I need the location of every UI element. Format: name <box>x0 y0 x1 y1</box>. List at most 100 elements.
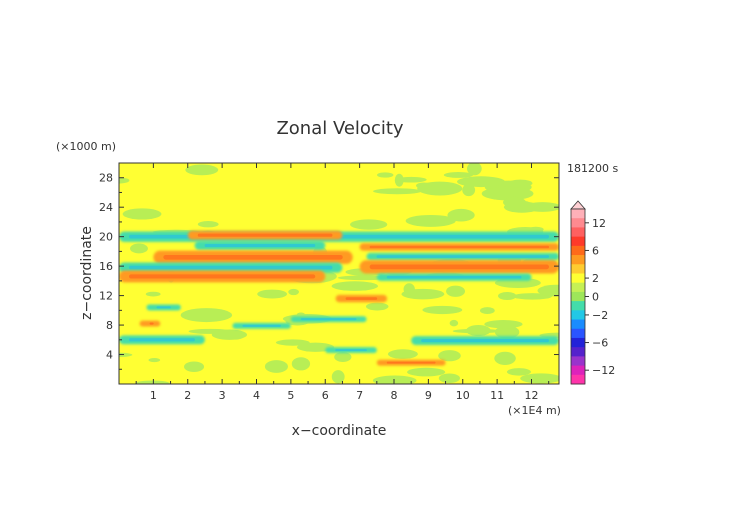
contour-patch <box>512 293 552 300</box>
contour-patch <box>407 367 446 377</box>
contour-patch <box>494 325 520 339</box>
contour-patch <box>484 320 523 329</box>
x-tick-label: 5 <box>287 389 294 402</box>
x-tick-label: 12 <box>525 389 539 402</box>
x-tick-label: 7 <box>356 389 363 402</box>
contour-patch <box>494 351 516 365</box>
contour-patch <box>438 350 461 362</box>
velocity-band-core <box>129 265 333 270</box>
y-tick-label: 8 <box>106 319 113 332</box>
contour-patch <box>145 291 161 297</box>
x-tick-label: 1 <box>150 389 157 402</box>
y-tick-label: 28 <box>99 172 113 185</box>
velocity-band-core <box>204 243 316 248</box>
x-tick-label: 4 <box>253 389 260 402</box>
y-tick-label: 24 <box>99 201 113 214</box>
x-tick-label: 3 <box>219 389 226 402</box>
velocity-band-core <box>369 264 549 270</box>
colorbar-tick-label: −2 <box>592 309 608 322</box>
contour-patch <box>373 188 422 195</box>
colorbar-tick-label: 2 <box>592 272 599 285</box>
colorbar-segment <box>571 255 585 265</box>
contour-patch <box>443 172 474 178</box>
contour-patch <box>479 307 495 315</box>
colorbar-tick-label: −12 <box>592 364 615 377</box>
contour-patch <box>452 328 501 334</box>
contour-patch <box>350 219 388 230</box>
contour-patch <box>438 373 460 383</box>
velocity-band-core <box>242 324 281 327</box>
contour-patch <box>122 208 162 220</box>
contour-patch <box>148 358 161 363</box>
time-label: 181200 s <box>567 162 618 175</box>
contour-patch <box>275 339 310 346</box>
velocity-band-core <box>421 338 549 343</box>
contour-patch <box>416 182 432 189</box>
contour-patch <box>520 373 559 384</box>
colorbar-segment <box>571 291 585 302</box>
colorbar-segment <box>571 301 585 311</box>
x-tick-label: 2 <box>184 389 191 402</box>
colorbar: 12 6 2 0 −2 −6 −12 <box>570 200 615 385</box>
contour-patch <box>467 163 482 176</box>
contour-patch <box>462 183 476 197</box>
colorbar-segment <box>571 282 585 293</box>
contour-patch <box>130 243 148 254</box>
y-tick-label: 12 <box>99 290 113 303</box>
colorbar-segment <box>571 273 585 284</box>
colorbar-tick-label: −6 <box>592 337 608 350</box>
contour-patch <box>457 176 506 188</box>
velocity-band-core <box>129 338 195 342</box>
x-tick-label: 6 <box>322 389 329 402</box>
contour-patch <box>296 342 335 352</box>
colorbar-segment <box>571 365 585 376</box>
colorbar-segment <box>571 236 585 247</box>
contour-patch <box>503 196 526 208</box>
chart-title: Zonal Velocity <box>276 118 403 139</box>
contour-patch <box>331 370 345 384</box>
contour-patch <box>119 177 130 184</box>
contour-patch <box>401 288 445 300</box>
colorbar-overflow-arrow <box>570 200 586 210</box>
colorbar-segment <box>571 337 585 348</box>
colorbar-segment <box>571 356 585 367</box>
y-tick-label: 4 <box>106 349 113 362</box>
colorbar-segment <box>571 209 585 219</box>
velocity-band-core <box>149 322 154 325</box>
x-tick-label: 11 <box>490 389 504 402</box>
contour-patch <box>396 176 427 183</box>
velocity-band-core <box>386 275 522 279</box>
contour-patch <box>498 291 517 301</box>
contour-patch <box>331 281 378 291</box>
y-tick-label: 16 <box>99 260 113 273</box>
colorbar-segment <box>571 245 585 256</box>
contour-patch <box>334 351 352 363</box>
contour-patch <box>119 352 133 357</box>
contour-patch <box>337 275 390 281</box>
contour-patch <box>180 308 233 323</box>
x-axis-ticks: 1 2 3 4 5 6 7 8 9 10 11 12 <box>135 163 550 402</box>
contour-patch <box>365 302 389 311</box>
velocity-band-core <box>386 361 436 364</box>
contour-patch <box>527 226 544 232</box>
y-scale-note: (×1000 m) <box>56 140 116 153</box>
contour-patch <box>376 172 394 178</box>
x-tick-label: 10 <box>456 389 470 402</box>
contour-patch <box>446 285 466 297</box>
x-scale-note: (×1E4 m) <box>508 404 561 417</box>
contour-patch <box>447 208 475 222</box>
colorbar-segment <box>571 218 585 228</box>
colorbar-segment <box>571 328 585 339</box>
colorbar-segment <box>571 319 585 330</box>
velocity-band-core <box>156 306 171 309</box>
contour-patch <box>449 319 459 327</box>
y-axis-ticks: 4 8 12 16 20 24 28 <box>99 172 559 370</box>
colorbar-tick-label: 6 <box>592 244 599 257</box>
contour-patch <box>296 312 305 317</box>
contour-patch <box>537 284 559 297</box>
contour-patch <box>422 305 463 315</box>
contour-patch <box>372 375 417 384</box>
velocity-band-core <box>345 297 378 300</box>
contour-patch <box>506 368 531 376</box>
